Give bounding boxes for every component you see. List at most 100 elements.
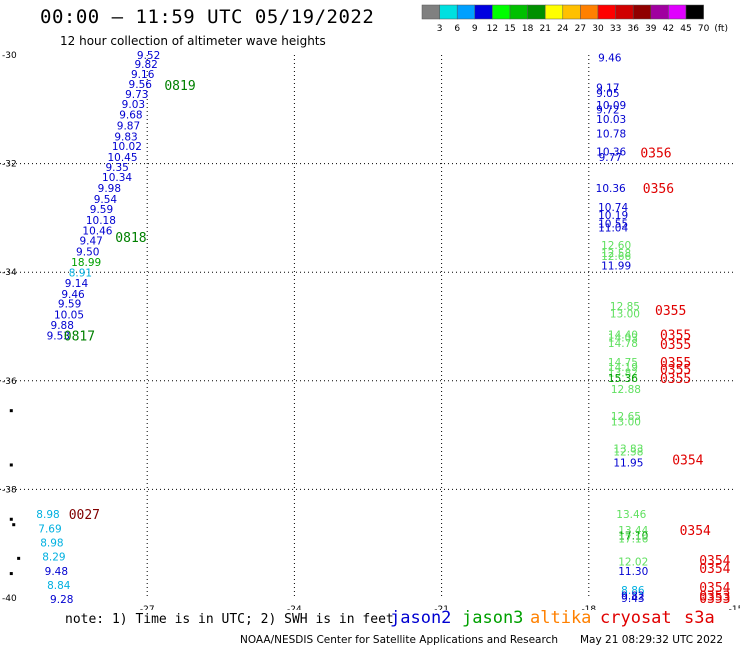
wave-height-label: 12.02: [618, 557, 648, 569]
color-scale-tick: 70: [698, 24, 710, 34]
pass-time-label: 0027: [69, 508, 100, 523]
x-tick-label: -24: [287, 605, 302, 610]
pass-time-label: 0356: [643, 182, 674, 197]
x-tick-label: -27: [140, 605, 155, 610]
pass-time-label: 0355: [660, 363, 691, 378]
wave-height-label: 11.99: [601, 261, 631, 273]
data-point-marker: [9, 409, 13, 413]
wave-height-label: 9.43: [621, 593, 644, 605]
wave-height-label: 9.72: [596, 104, 619, 116]
pass-time-label: 0817: [64, 330, 95, 345]
wave-height-label: 9.03: [122, 99, 145, 111]
pass-time-label: 0353: [699, 592, 730, 607]
wave-height-label: 8.29: [42, 552, 65, 564]
pass-time-label: 0356: [640, 147, 671, 162]
legend-jason3: jason3: [462, 608, 524, 628]
wave-height-label: 9.52: [137, 50, 160, 62]
wave-height-label: 10.34: [102, 172, 132, 184]
wave-height-label: 10.03: [596, 114, 626, 126]
wave-height-label: 14.03: [608, 332, 638, 344]
y-tick-label: -34: [2, 268, 17, 278]
chart-title: 00:00 – 11:59 UTC 05/19/2022: [40, 6, 375, 28]
wave-height-label: 10.09: [596, 100, 626, 112]
wave-height-label: 10.02: [112, 141, 142, 153]
data-point-marker: [17, 556, 21, 560]
color-scale-tick: 18: [522, 24, 534, 34]
wave-height-label: 9.28: [50, 594, 73, 606]
y-tick-label: -32: [2, 160, 17, 170]
color-scale-tick: 15: [504, 24, 515, 34]
wave-height-label: 9.05: [596, 88, 619, 100]
wave-height-label: 9.88: [51, 320, 74, 332]
wave-height-label: 13.82: [608, 368, 638, 380]
wave-height-plot: -27-24-21-18-15-30-32-34-36-38-409.529.8…: [0, 50, 740, 610]
color-scale-tick: 39: [645, 24, 657, 34]
color-scale-tick: 21: [539, 24, 550, 34]
wave-height-label: 9.46: [61, 289, 85, 301]
wave-height-label: 12.65: [611, 411, 641, 423]
pass-time-label: 0354: [680, 524, 711, 539]
wave-height-label: 9.82: [621, 590, 644, 602]
pass-time-label: 0354: [699, 554, 730, 569]
wave-height-label: 9.59: [58, 299, 81, 311]
color-scale-tick: 6: [454, 24, 460, 34]
wave-height-label: 9.35: [105, 162, 128, 174]
footer-credit: NOAA/NESDIS Center for Satellite Applica…: [240, 634, 558, 646]
wave-height-label: 14.19: [608, 362, 638, 374]
wave-height-label: 17.10: [618, 531, 648, 543]
x-tick-label: -21: [434, 605, 449, 610]
color-scale-swatch: [685, 4, 704, 20]
wave-height-label: 13.46: [616, 509, 646, 521]
color-scale-tick: (ft): [714, 24, 728, 34]
wave-height-label: 14.40: [608, 330, 638, 342]
data-point-marker: [9, 572, 13, 576]
wave-height-label: 15.36: [608, 373, 638, 385]
wave-height-label: 10.18: [86, 215, 116, 227]
wave-height-label: 9.50: [76, 247, 99, 259]
wave-height-label: 9.17: [596, 83, 619, 95]
wave-height-label: 13.44: [618, 525, 648, 537]
color-scale-tick: 9: [472, 24, 478, 34]
wave-height-label: 8.91: [69, 268, 92, 280]
color-scale-tick: 30: [592, 24, 604, 34]
wave-height-label: 10.55: [598, 218, 628, 230]
wave-height-label: 9.48: [45, 566, 68, 578]
y-tick-label: -30: [2, 51, 17, 61]
wave-height-label: 8.84: [47, 580, 71, 592]
y-tick-label: -40: [2, 594, 17, 604]
wave-height-label: 12.58: [601, 248, 631, 260]
color-scale-tick: 33: [610, 24, 621, 34]
data-point-marker: [9, 517, 13, 521]
wave-height-label: 10.19: [598, 210, 628, 222]
wave-height-label: 9.73: [125, 89, 148, 101]
wave-height-label: 11.95: [613, 457, 643, 469]
pass-time-label: 0354: [699, 562, 730, 577]
wave-height-label: 8.98: [40, 538, 63, 550]
wave-height-label: 13.00: [611, 417, 641, 429]
wave-height-label: 10.36: [596, 183, 626, 195]
data-points: 9.529.829.169.569.739.039.689.879.8310.0…: [9, 50, 649, 606]
wave-height-label: 14.78: [608, 338, 638, 350]
wave-height-label: 12.66: [601, 251, 631, 263]
color-scale-tick: 36: [627, 24, 639, 34]
wave-height-label: 14.75: [608, 357, 638, 369]
pass-time-label: 0353: [699, 589, 730, 604]
pass-time-label: 0819: [164, 79, 195, 94]
data-point-marker: [12, 523, 16, 527]
y-tick-label: -36: [2, 377, 17, 387]
wave-height-label: 13.00: [610, 308, 640, 320]
wave-height-label: 9.54: [94, 194, 118, 206]
units-note: note: 1) Time is in UTC; 2) SWH is in fe…: [65, 612, 394, 627]
wave-height-label: 8.86: [621, 585, 645, 597]
wave-height-label: 10.05: [54, 310, 84, 322]
color-scale-tick: 27: [575, 24, 586, 34]
gridlines: [0, 55, 736, 598]
wave-height-label: 10.36: [596, 147, 626, 159]
pass-time-label: 0355: [660, 338, 691, 353]
time-annotations: 0819081808170027035603560355035503550355…: [64, 79, 731, 607]
legend-jason2: jason2: [390, 608, 452, 628]
wave-height-label: 10.46: [82, 225, 112, 237]
wave-height-label: 9.14: [65, 278, 89, 290]
data-point-marker: [9, 463, 13, 467]
wave-height-label: 9.56: [129, 79, 153, 91]
